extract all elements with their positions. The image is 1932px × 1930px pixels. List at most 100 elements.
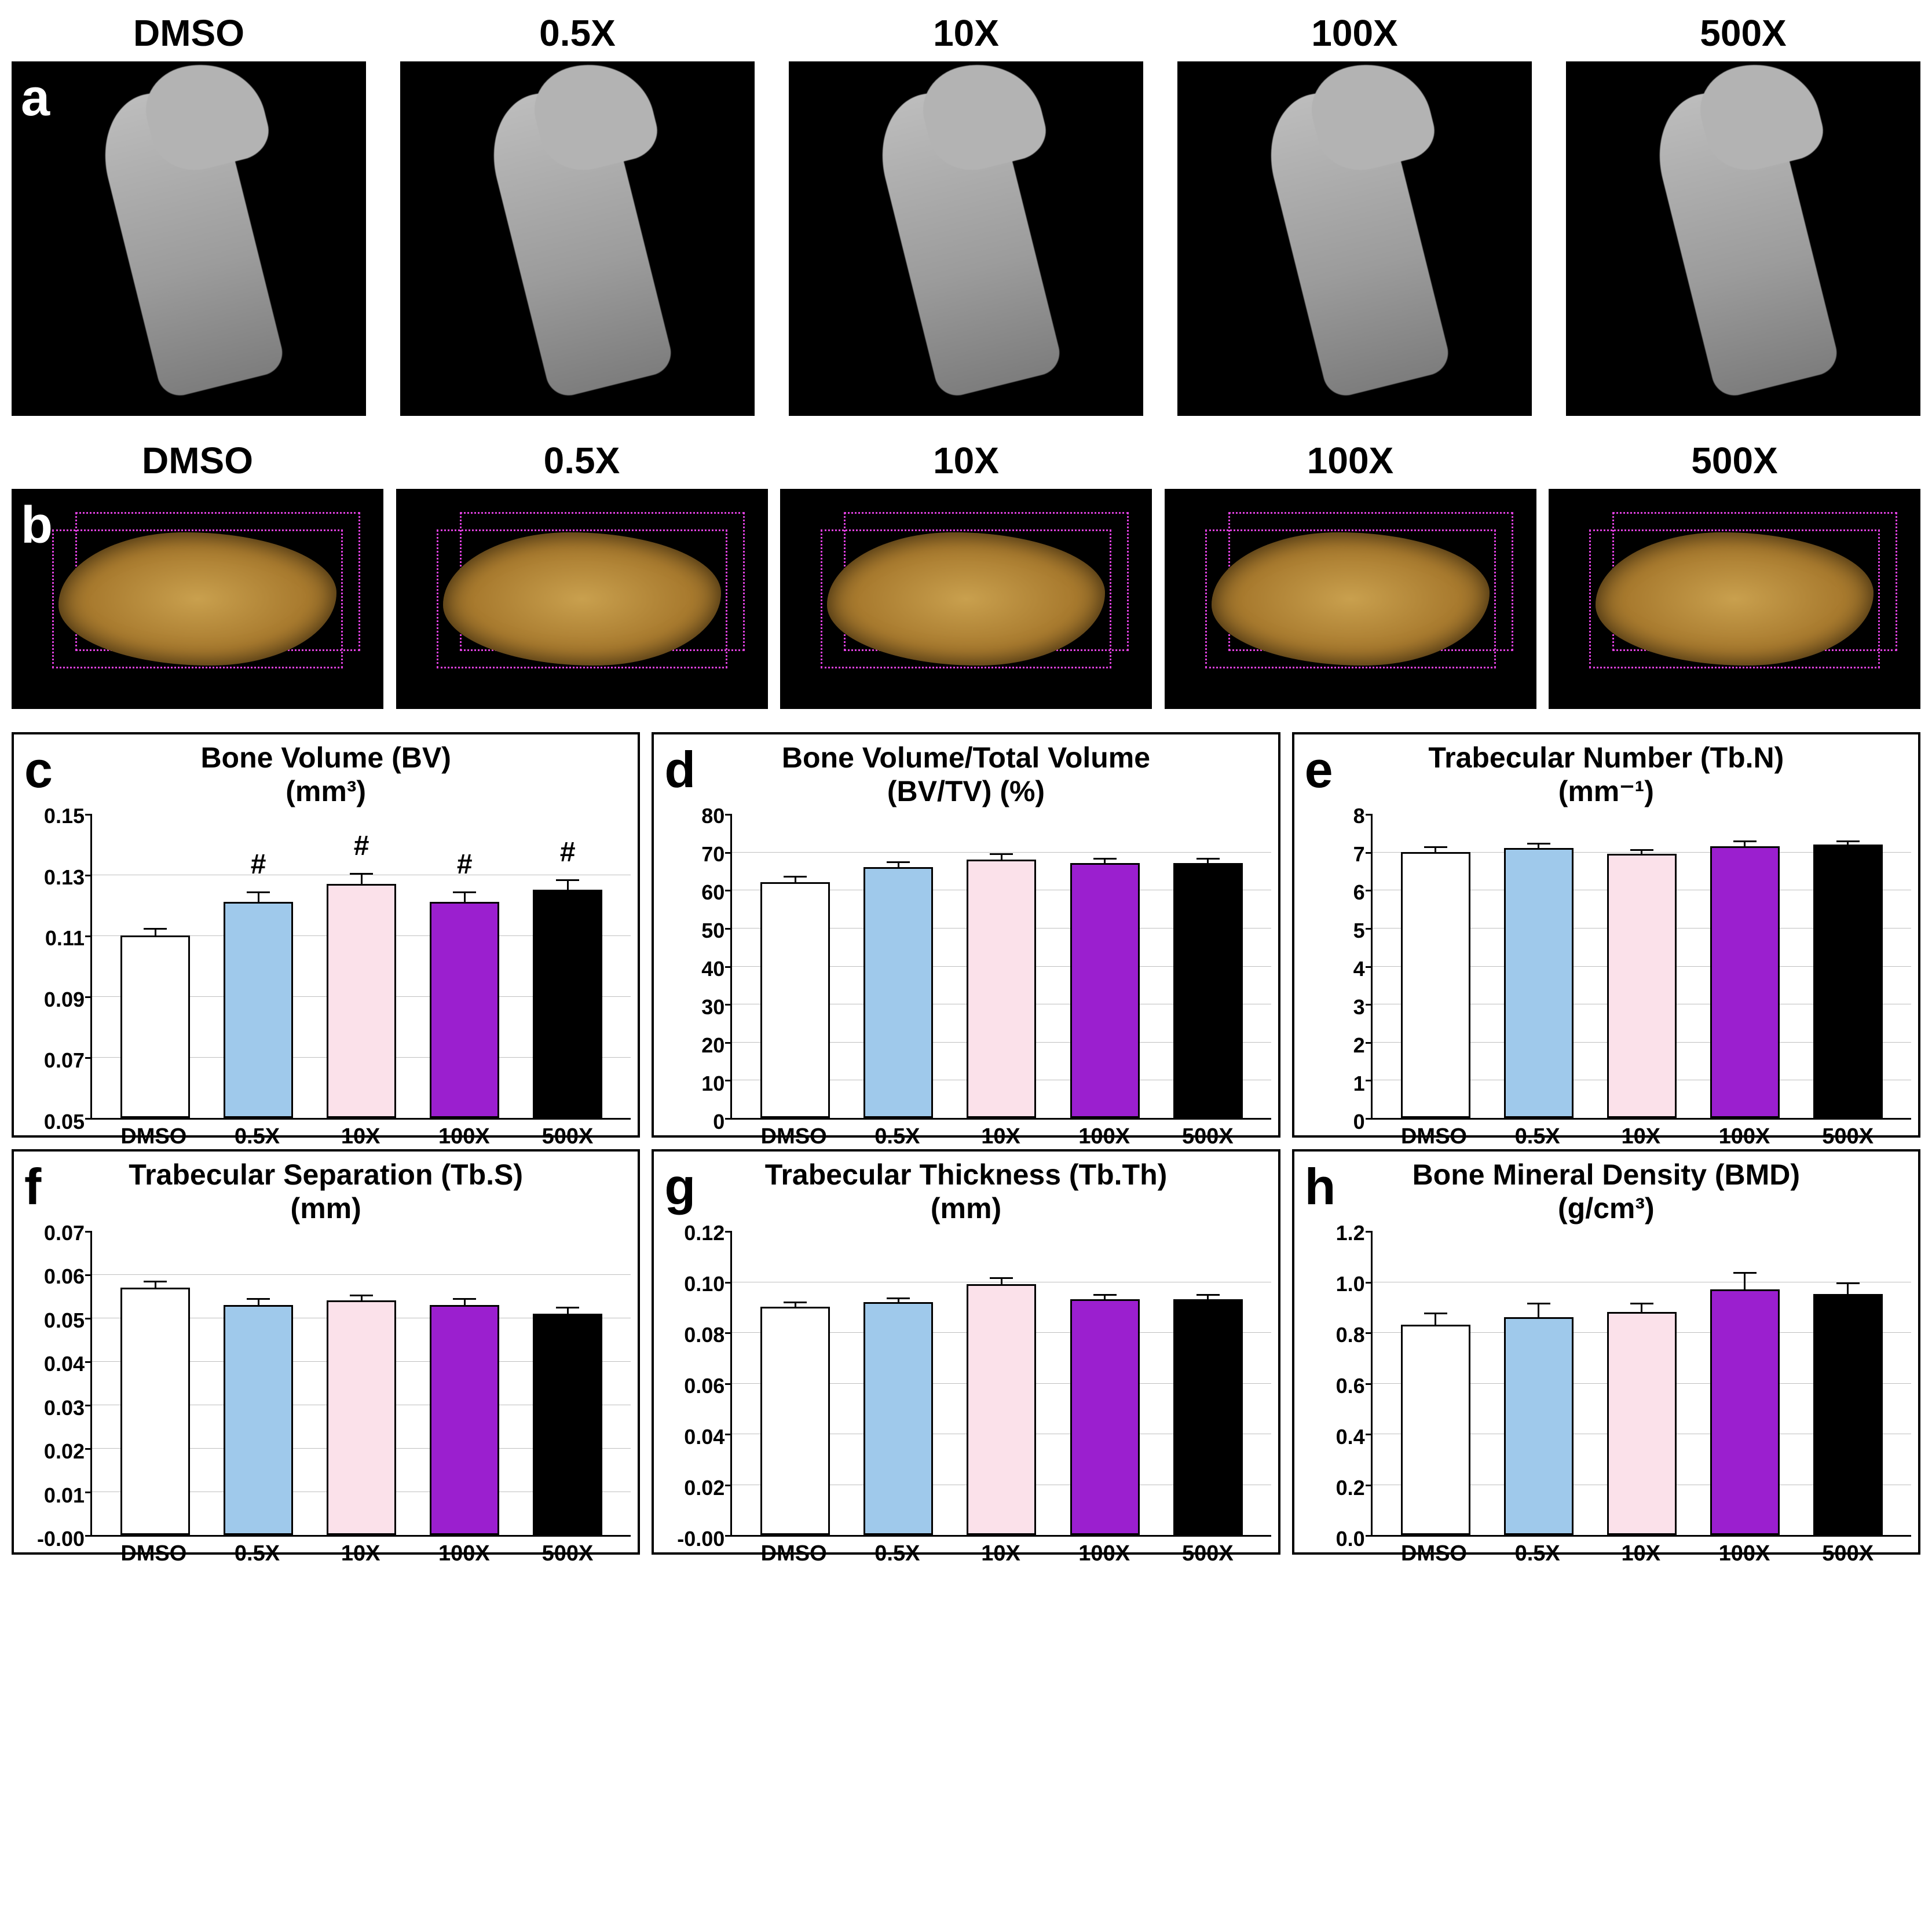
condition-label: 0.5X <box>539 12 616 54</box>
bar <box>1070 1299 1140 1535</box>
bar-slot <box>207 1231 310 1535</box>
bar <box>1504 1317 1574 1535</box>
condition-label: 0.5X <box>544 439 620 482</box>
3d-wrap <box>396 489 768 709</box>
y-tick-mark <box>85 935 92 937</box>
x-label: 100X <box>412 1124 516 1149</box>
bar <box>1173 1299 1243 1535</box>
y-tick-mark <box>85 1274 92 1276</box>
y-tick-mark <box>85 996 92 998</box>
3d-wrap <box>1165 489 1536 709</box>
condition-label: 10X <box>933 12 999 54</box>
error-stem <box>898 863 899 867</box>
bar-slot <box>413 1231 516 1535</box>
y-tick-mark <box>725 1485 732 1486</box>
y-tick-mark <box>725 1332 732 1334</box>
x-label: 10X <box>1589 1124 1693 1149</box>
bar <box>1504 848 1574 1118</box>
significance-marker: # <box>251 849 266 880</box>
chart-title-line1: Bone Volume/Total Volume <box>782 741 1150 774</box>
condition-label: 500X <box>1700 12 1786 54</box>
ct-image-10X <box>789 61 1143 416</box>
y-tick-mark <box>85 1057 92 1059</box>
bar <box>760 1307 830 1535</box>
bar-slot: # <box>413 814 516 1118</box>
y-tick-mark <box>85 1231 92 1233</box>
bone-sagittal-icon <box>868 77 1064 400</box>
ct-image-500X <box>1566 61 1920 416</box>
bar-slot: # <box>516 814 619 1118</box>
x-axis-labels: DMSO0.5X10X100X500X <box>90 1120 631 1149</box>
error-stem <box>1001 855 1002 860</box>
y-tick-mark <box>725 1118 732 1120</box>
plot-wrap: 0.070.060.050.040.030.020.01-0.00 <box>21 1231 631 1537</box>
figure-root: DMSOa0.5X10X100X500X DMSOb0.5X10X100X500… <box>12 12 1920 1555</box>
plot-area: #### <box>90 814 631 1120</box>
y-tick-mark <box>725 928 732 930</box>
bar-slot <box>1590 1231 1693 1535</box>
bar-slot <box>847 1231 950 1535</box>
bar <box>1401 852 1470 1118</box>
plot-area <box>730 1231 1271 1537</box>
bar <box>863 867 933 1118</box>
image-cell: 0.5X <box>396 439 768 709</box>
y-tick-mark <box>85 814 92 816</box>
plot-area <box>1371 1231 1911 1537</box>
x-label: 500X <box>1796 1124 1900 1149</box>
3d-image-10X <box>780 489 1152 709</box>
chart-title: Bone Mineral Density (BMD)(g/cm³) <box>1301 1158 1911 1225</box>
bar <box>533 1314 602 1536</box>
bar <box>1813 845 1883 1118</box>
bar <box>967 1284 1036 1535</box>
error-stem <box>464 893 466 902</box>
y-tick-mark <box>85 1318 92 1319</box>
bar-slot <box>1487 814 1590 1118</box>
bar-slot <box>1053 814 1157 1118</box>
bar <box>1710 1289 1780 1535</box>
chart-panel-f: fTrabecular Separation (Tb.S)(mm)0.070.0… <box>12 1149 640 1555</box>
y-tick-mark <box>1366 1231 1373 1233</box>
plot-wrap: 876543210 <box>1301 814 1911 1120</box>
error-stem <box>1104 860 1106 864</box>
y-tick-mark <box>725 1383 732 1385</box>
y-tick-mark <box>85 1405 92 1406</box>
condition-label: 100X <box>1307 439 1393 482</box>
y-axis: 0.070.060.050.040.030.020.01-0.00 <box>21 1231 90 1537</box>
significance-marker: # <box>560 836 576 868</box>
x-label: 0.5X <box>206 1124 309 1149</box>
bar <box>430 902 499 1118</box>
condition-label: DMSO <box>133 12 244 54</box>
error-stem <box>567 881 569 890</box>
error-stem <box>361 875 363 884</box>
bar-slot <box>950 814 1053 1118</box>
bars-row <box>732 1231 1271 1535</box>
x-label: 10X <box>309 1541 412 1566</box>
y-tick-mark <box>1366 1434 1373 1435</box>
x-label: 0.5X <box>1485 1124 1589 1149</box>
y-tick-mark <box>1366 852 1373 854</box>
x-axis-labels: DMSO0.5X10X100X500X <box>1371 1537 1911 1566</box>
x-label: DMSO <box>742 1124 846 1149</box>
bar-slot <box>950 1231 1053 1535</box>
x-label: 100X <box>1693 1541 1796 1566</box>
3d-wrap <box>1549 489 1920 709</box>
y-tick-mark <box>1366 1535 1373 1537</box>
x-axis-labels: DMSO0.5X10X100X500X <box>90 1537 631 1566</box>
chart-panel-e: eTrabecular Number (Tb.N)(mm⁻¹)876543210… <box>1292 732 1920 1138</box>
chart-title-line1: Bone Mineral Density (BMD) <box>1413 1158 1801 1191</box>
bar <box>863 1302 933 1536</box>
x-label: 10X <box>1589 1541 1693 1566</box>
error-stem <box>464 1300 466 1305</box>
x-label: 0.5X <box>206 1541 309 1566</box>
error-stem <box>795 1303 796 1307</box>
significance-marker: # <box>457 849 473 880</box>
panel-letter-c: c <box>24 740 53 799</box>
panel-letter-f: f <box>24 1157 41 1216</box>
bar-slot <box>1693 814 1796 1118</box>
chart-title: Trabecular Number (Tb.N)(mm⁻¹) <box>1301 741 1911 808</box>
x-label: 500X <box>1796 1541 1900 1566</box>
panel-letter-d: d <box>664 740 696 799</box>
y-tick-mark <box>725 1434 732 1435</box>
y-tick-mark <box>85 875 92 876</box>
chart-title-line1: Bone Volume (BV) <box>200 741 451 774</box>
